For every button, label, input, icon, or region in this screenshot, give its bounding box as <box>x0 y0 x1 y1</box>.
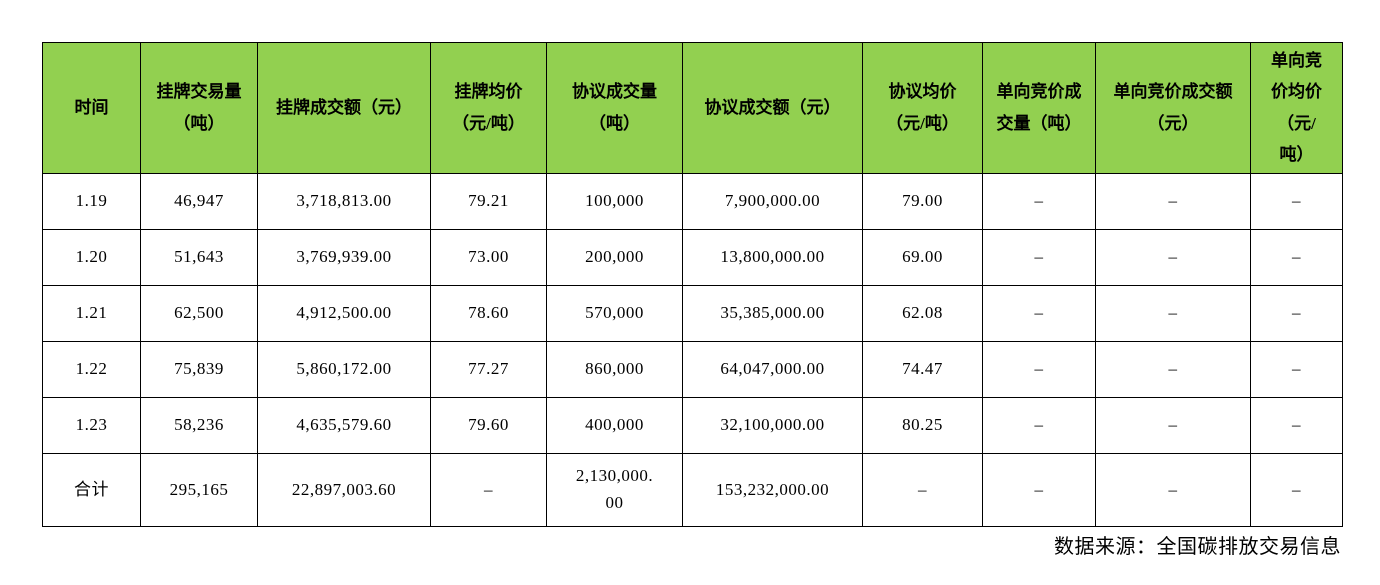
table-cell: 51,643 <box>140 228 258 286</box>
table-row-total: 合计 295,165 22,897,003.60 – 2,130,000. 00… <box>42 452 1343 527</box>
table-cell: – <box>982 396 1096 454</box>
table-cell: 860,000 <box>546 340 683 398</box>
table-cell: – <box>1250 396 1343 454</box>
table-cell: 7,900,000.00 <box>682 172 863 230</box>
table-cell: 69.00 <box>862 228 983 286</box>
row-label: 1.23 <box>42 396 141 454</box>
table-cell: 58,236 <box>140 396 258 454</box>
table-cell: 200,000 <box>546 228 683 286</box>
table-cell: 100,000 <box>546 172 683 230</box>
table-cell: 75,839 <box>140 340 258 398</box>
table-cell: 77.27 <box>430 340 547 398</box>
col-header-negotiated-turnover: 协议成交额（元） <box>682 42 863 174</box>
row-label: 合计 <box>42 452 141 527</box>
table-cell: 62.08 <box>862 284 983 342</box>
carbon-trading-table: 时间 挂牌交易量 （吨） 挂牌成交额（元） 挂牌均价 （元/吨） 协议成交量 （… <box>42 42 1343 527</box>
data-source-note: 数据来源：全国碳排放交易信息 <box>1054 536 1341 558</box>
col-header-negotiated-avg-price: 协议均价 （元/吨） <box>862 42 983 174</box>
table-cell: – <box>1095 172 1251 230</box>
table-cell: – <box>1095 340 1251 398</box>
table-cell: 4,912,500.00 <box>257 284 431 342</box>
col-header-listed-volume: 挂牌交易量 （吨） <box>140 42 258 174</box>
table-cell: 46,947 <box>140 172 258 230</box>
table-cell: 4,635,579.60 <box>257 396 431 454</box>
table-cell: 80.25 <box>862 396 983 454</box>
table-cell: – <box>1095 452 1251 527</box>
table-cell: – <box>1250 452 1343 527</box>
table-cell: 5,860,172.00 <box>257 340 431 398</box>
table-cell: – <box>1250 228 1343 286</box>
row-label: 1.20 <box>42 228 141 286</box>
table-cell: – <box>982 284 1096 342</box>
table-row: 1.19 46,947 3,718,813.00 79.21 100,000 7… <box>42 172 1343 230</box>
table-cell: 79.60 <box>430 396 547 454</box>
row-label: 1.19 <box>42 172 141 230</box>
col-header-listed-turnover: 挂牌成交额（元） <box>257 42 431 174</box>
table-cell: 13,800,000.00 <box>682 228 863 286</box>
table-cell: – <box>1250 172 1343 230</box>
table-row: 1.21 62,500 4,912,500.00 78.60 570,000 3… <box>42 284 1343 342</box>
table-cell: 74.47 <box>862 340 983 398</box>
table-cell: 78.60 <box>430 284 547 342</box>
table-cell: 295,165 <box>140 452 258 527</box>
table-cell: 3,769,939.00 <box>257 228 431 286</box>
table-cell: 62,500 <box>140 284 258 342</box>
table-row: 1.20 51,643 3,769,939.00 73.00 200,000 1… <box>42 228 1343 286</box>
row-label: 1.22 <box>42 340 141 398</box>
table-cell: – <box>982 340 1096 398</box>
table-cell: 3,718,813.00 <box>257 172 431 230</box>
table-cell: – <box>1250 284 1343 342</box>
table-cell: – <box>982 172 1096 230</box>
table-cell: – <box>1095 284 1251 342</box>
table-cell: 400,000 <box>546 396 683 454</box>
col-header-auction-volume: 单向竞价成 交量（吨） <box>982 42 1096 174</box>
table-row: 1.22 75,839 5,860,172.00 77.27 860,000 6… <box>42 340 1343 398</box>
table-cell: 2,130,000. 00 <box>546 452 683 527</box>
col-header-auction-avg-price: 单向竞 价均价 （元/ 吨） <box>1250 42 1343 174</box>
table-cell: – <box>1095 228 1251 286</box>
table-cell: 32,100,000.00 <box>682 396 863 454</box>
table-cell: – <box>982 452 1096 527</box>
table-cell: 35,385,000.00 <box>682 284 863 342</box>
table-cell: 79.21 <box>430 172 547 230</box>
row-label: 1.21 <box>42 284 141 342</box>
table-cell: 64,047,000.00 <box>682 340 863 398</box>
table-cell: – <box>862 452 983 527</box>
col-header-auction-turnover: 单向竞价成交额 （元） <box>1095 42 1251 174</box>
table-cell: – <box>982 228 1096 286</box>
table-header-row: 时间 挂牌交易量 （吨） 挂牌成交额（元） 挂牌均价 （元/吨） 协议成交量 （… <box>42 42 1343 174</box>
table-cell: 73.00 <box>430 228 547 286</box>
col-header-listed-avg-price: 挂牌均价 （元/吨） <box>430 42 547 174</box>
table-cell: 22,897,003.60 <box>257 452 431 527</box>
table-cell: – <box>1095 396 1251 454</box>
table-cell: – <box>1250 340 1343 398</box>
table-cell: 570,000 <box>546 284 683 342</box>
col-header-negotiated-volume: 协议成交量 （吨） <box>546 42 683 174</box>
col-header-time: 时间 <box>42 42 141 174</box>
table-row: 1.23 58,236 4,635,579.60 79.60 400,000 3… <box>42 396 1343 454</box>
table-cell: – <box>430 452 547 527</box>
table-cell: 79.00 <box>862 172 983 230</box>
table-cell: 153,232,000.00 <box>682 452 863 527</box>
